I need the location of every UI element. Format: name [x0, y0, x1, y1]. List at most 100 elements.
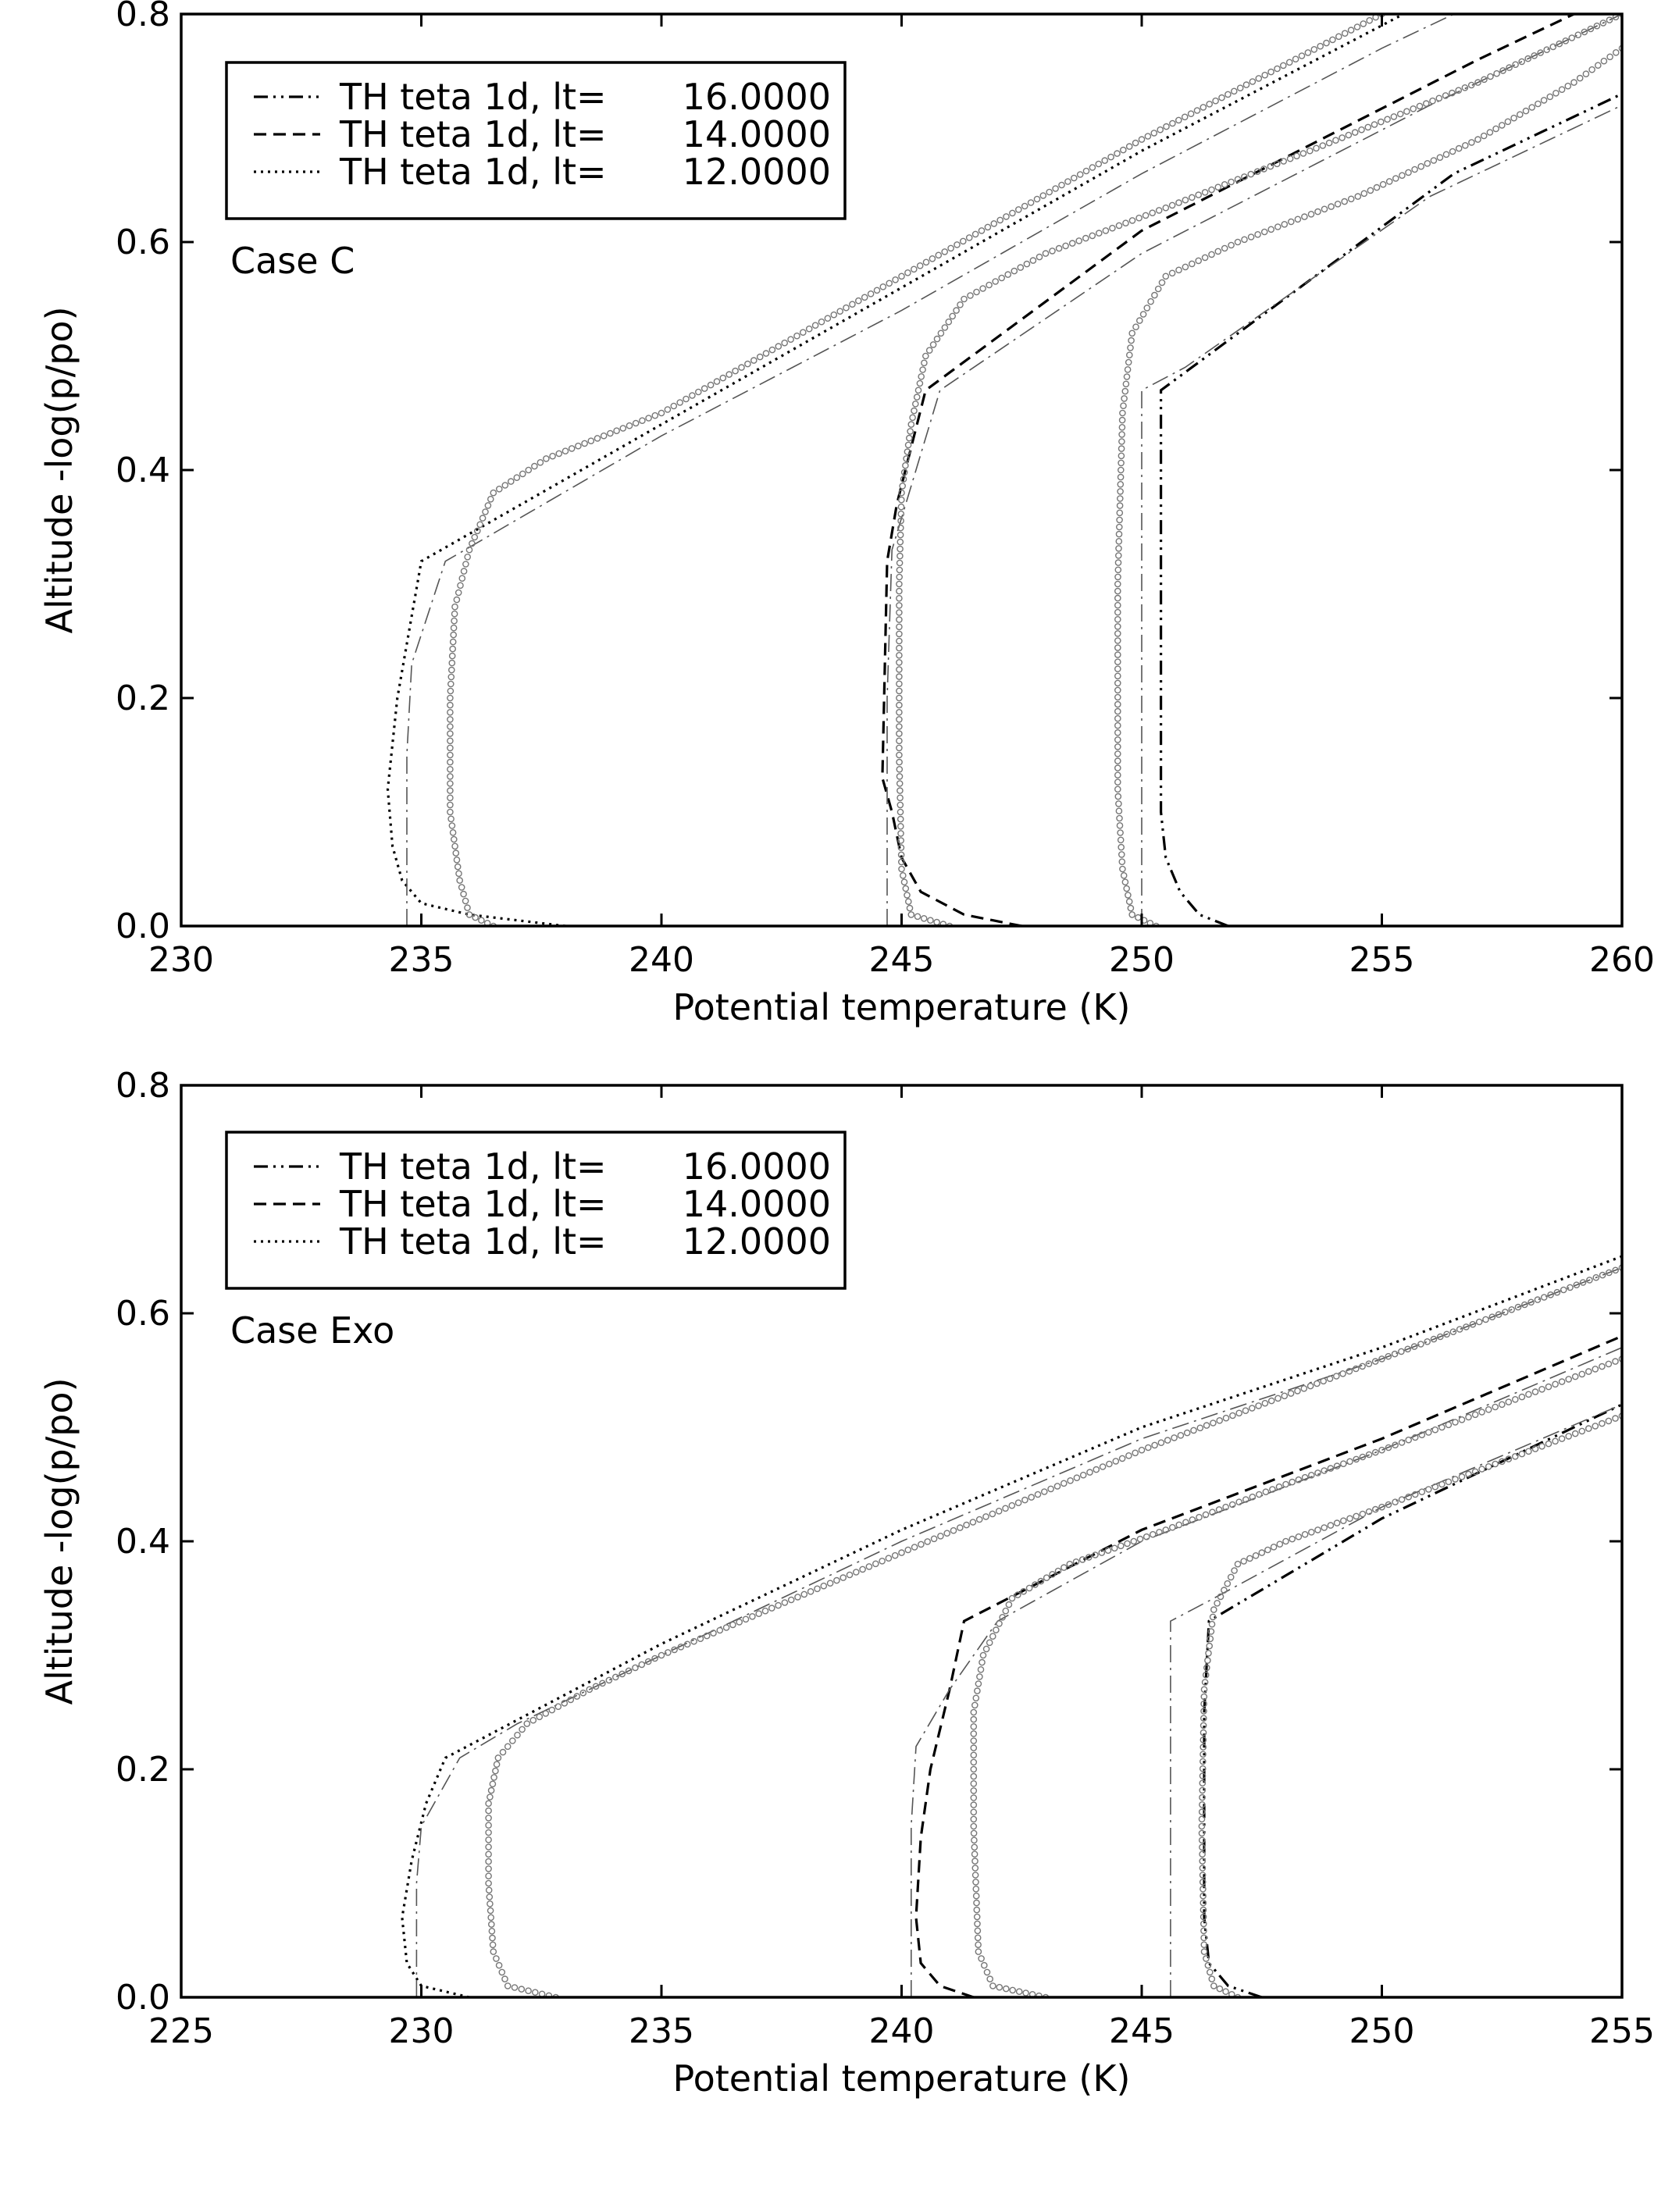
series-5-marker-42: [896, 659, 903, 666]
series-8-marker-214: [1612, 1266, 1619, 1274]
series-2-marker-44: [1114, 630, 1121, 637]
series-2-marker-17: [1116, 822, 1124, 829]
series-2-marker-80: [1123, 373, 1131, 380]
series-8-marker-49: [542, 1710, 550, 1717]
series-8-marker-73: [697, 1635, 704, 1642]
series-5-marker-89: [1162, 1526, 1170, 1533]
legend-label-2: TH teta 1d, lt=: [339, 1220, 607, 1263]
series-8-marker-79: [575, 442, 582, 450]
series-2-marker-154: [1540, 97, 1548, 104]
series-2-marker-25: [1198, 1836, 1206, 1844]
series-8-marker-12: [453, 857, 461, 864]
series-2-marker-15: [1117, 836, 1125, 844]
series-8-marker-132: [904, 269, 911, 276]
series-8-marker-147: [1177, 1432, 1185, 1439]
series-5-marker-111: [1308, 1472, 1315, 1479]
series-group: [386, 14, 1622, 926]
series-2-marker-108: [1247, 233, 1255, 240]
series-8-marker-81: [587, 437, 595, 445]
series-2-marker-93: [1418, 1488, 1426, 1495]
series-5-marker-17: [897, 837, 904, 844]
series-2-marker-51: [1114, 580, 1121, 588]
series-8-marker-88: [632, 419, 640, 427]
series-5-marker-46: [896, 630, 903, 638]
series-2-marker-153: [1535, 100, 1542, 108]
series-8-marker-164: [1101, 157, 1108, 164]
legend-label-1: TH teta 1d, lt=: [339, 113, 607, 155]
series-8-marker-183: [1410, 1343, 1418, 1350]
x-tick-label: 230: [148, 940, 214, 980]
series-8-marker-16: [488, 1921, 495, 1928]
series-5-marker-8: [989, 1982, 996, 1989]
series-5-marker-20: [973, 1899, 980, 1907]
series-5-marker-113: [1321, 1467, 1328, 1474]
series-8-marker-76: [716, 1626, 724, 1634]
series-5-marker-60: [996, 1620, 1003, 1627]
series-8-marker-6: [511, 1984, 519, 1991]
series-5-marker-120: [1365, 1451, 1373, 1459]
series-5-marker-130: [1431, 1426, 1439, 1434]
series-5-marker-52: [896, 587, 903, 595]
series-5-marker-137: [1228, 178, 1235, 186]
series-5-marker-146: [1286, 155, 1294, 162]
series-8-marker-193: [1280, 62, 1287, 69]
series-2-marker-70: [1118, 445, 1125, 452]
series-5-marker-129: [1175, 199, 1182, 206]
series-5-marker-135: [1214, 183, 1222, 191]
series-8-marker-63: [484, 502, 492, 509]
legend-label-0: TH teta 1d, lt=: [339, 76, 607, 118]
series-2-marker-79: [1327, 1522, 1335, 1529]
series-5-marker-65: [898, 496, 905, 504]
series-2-marker-165: [1606, 53, 1613, 61]
series-5-marker-11: [900, 878, 908, 885]
series-5-marker-57: [986, 1639, 993, 1647]
series-8-marker-118: [818, 318, 825, 326]
series-8-marker-57: [592, 1683, 600, 1690]
series-2-marker-47: [1201, 1679, 1209, 1686]
series-8-marker-207: [1366, 16, 1373, 24]
series-2-marker-108: [1518, 1450, 1526, 1458]
series-8-marker-201: [1527, 1298, 1535, 1306]
series-2-marker-112: [1274, 223, 1282, 230]
series-2-marker-127: [1373, 183, 1381, 191]
series-5-marker-71: [903, 455, 910, 462]
series-8-marker-119: [995, 1508, 1003, 1515]
y-tick-label: 0.2: [116, 679, 170, 718]
series-8-marker-176: [1175, 116, 1182, 124]
series-5-marker-31: [970, 1822, 978, 1830]
series-2-marker-101: [1201, 254, 1209, 262]
series-8-marker-182: [1212, 97, 1219, 105]
series-8-marker-47: [451, 610, 458, 618]
series-5-marker-195: [1599, 20, 1607, 27]
series-8-marker-187: [1242, 81, 1250, 88]
series-2-marker-42: [1200, 1715, 1207, 1722]
series-2-marker-120: [1328, 203, 1335, 210]
series-2-marker-98: [1182, 263, 1189, 271]
series-5-marker-25: [896, 780, 904, 787]
series-8-marker-188: [1443, 1330, 1450, 1338]
series-2-marker-6: [1207, 1968, 1214, 1976]
series-5-marker-19: [897, 823, 904, 830]
series-8-marker-176: [1365, 1360, 1373, 1367]
series-2-marker-57: [1115, 538, 1123, 545]
series-2-marker-41: [1200, 1722, 1207, 1729]
series-2-marker-24: [1199, 1843, 1206, 1851]
series-8-marker-92: [820, 1582, 828, 1590]
series-5-marker-33: [896, 723, 903, 730]
series-5-marker-154: [1592, 1366, 1599, 1373]
series-2-marker-64: [1234, 1560, 1242, 1568]
series-5-marker-196: [1606, 16, 1613, 23]
x-tick-label: 240: [629, 940, 694, 980]
series-8-marker-99: [865, 1563, 873, 1570]
series-8-marker-28: [447, 744, 454, 752]
series-8-marker-182: [1404, 1345, 1411, 1353]
series-5-marker-155: [1599, 1362, 1606, 1370]
series-2-marker-148: [1504, 118, 1512, 126]
series-2-marker-63: [1231, 1567, 1238, 1574]
series-2-marker-134: [1417, 162, 1424, 170]
series-5-marker-133: [1452, 1419, 1459, 1426]
series-2-marker-90: [1143, 305, 1151, 312]
series-8-marker-55: [579, 1689, 587, 1697]
series-2-marker-44: [1200, 1700, 1207, 1708]
series-2-marker-11: [1119, 865, 1126, 873]
